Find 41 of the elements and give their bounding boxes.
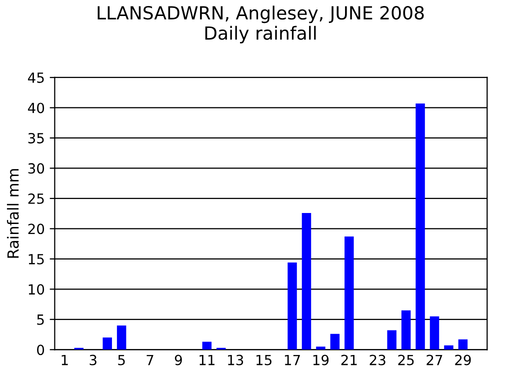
x-tick-label: 1	[62, 354, 68, 366]
y-tick-label: 40	[28, 102, 44, 114]
x-tick-label: 13	[228, 354, 244, 366]
x-tick-label: 23	[370, 354, 386, 366]
x-tick-label: 3	[90, 354, 96, 366]
y-tick-label: 35	[28, 132, 44, 144]
x-tick-label: 19	[313, 354, 329, 366]
x-tick-label: 7	[146, 354, 154, 366]
bar	[302, 212, 312, 350]
bar	[401, 310, 411, 350]
x-tick-label: 11	[200, 354, 214, 366]
bar	[458, 339, 468, 350]
bar	[288, 262, 297, 350]
y-tick-label: 45	[28, 72, 44, 83]
bar	[330, 334, 340, 350]
x-tick-label: 17	[284, 354, 300, 366]
x-tick-label: 15	[256, 354, 272, 366]
x-tick-label: 5	[118, 354, 125, 366]
bar	[444, 345, 454, 350]
bar	[316, 346, 326, 350]
y-tick-label: 10	[28, 284, 44, 295]
y-tick-label: 30	[28, 163, 44, 174]
y-tick-label: 15	[28, 254, 44, 264]
bar	[202, 342, 212, 350]
x-tick-label: 27	[426, 354, 442, 366]
x-tick-label: 25	[398, 354, 414, 366]
bar	[116, 325, 126, 350]
bar	[344, 236, 354, 350]
bar	[102, 338, 112, 350]
y-axis-title: Rainfall mm	[6, 169, 19, 258]
bar	[416, 103, 425, 350]
chart-title: LLANSADWRN, Anglesey, JUNE 2008 Daily rainfall	[98, 6, 424, 44]
x-tick-label: 9	[174, 354, 182, 366]
y-tick-label: 25	[28, 193, 44, 204]
y-tick-label: 0	[37, 344, 44, 356]
bar	[430, 316, 440, 350]
bar	[387, 330, 396, 350]
x-tick-label: 21	[341, 354, 357, 366]
x-tick-label: 29	[455, 354, 471, 366]
y-tick-label: 5	[37, 314, 44, 325]
y-tick-label: 20	[28, 224, 44, 234]
